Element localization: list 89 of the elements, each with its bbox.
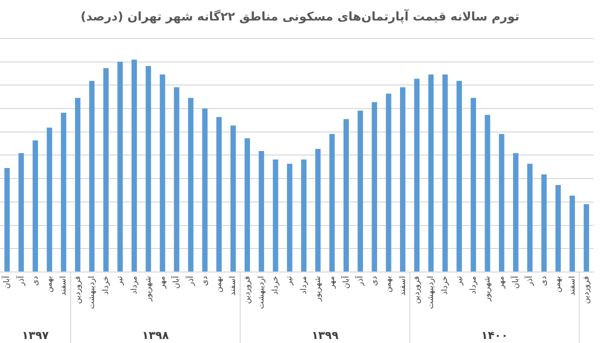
bar: [527, 164, 533, 272]
x-tick-label: خرداد: [440, 276, 450, 295]
x-tick-label: بهمن: [214, 276, 224, 293]
bar: [146, 66, 152, 272]
bar: [244, 138, 250, 272]
bar: [160, 74, 166, 272]
text: ۱۴۰۰: [481, 328, 508, 342]
x-tick-label: آبان: [170, 275, 181, 289]
bar: [216, 116, 222, 272]
x-tick-label: آذر: [184, 275, 195, 287]
bar: [570, 196, 575, 272]
x-tick-label: اردیبهشت: [256, 276, 266, 309]
bar: [46, 128, 52, 272]
bar: [60, 112, 66, 272]
x-tick-label: اردیبهشت: [426, 276, 436, 309]
bar: [75, 98, 80, 272]
text: ۱۳۹۷: [22, 328, 50, 342]
x-tick-label: مهر: [496, 276, 506, 290]
x-tick-label: تیر: [454, 276, 464, 286]
x-tick-label: مرداد: [298, 276, 308, 294]
bar: [89, 80, 95, 272]
x-tick-label: شهریور: [482, 276, 492, 302]
x-tick-label: آبان: [1, 275, 12, 289]
x-tick-label: مهر: [327, 276, 336, 290]
text: ۱۳۹۸: [142, 328, 170, 342]
x-tick-label: خرداد: [101, 276, 110, 295]
x-tick-label: آذر: [354, 275, 364, 287]
bar: [32, 140, 38, 272]
text: ۱۳۹۹: [312, 328, 339, 342]
x-tick-label: فروردین: [242, 276, 252, 304]
bar: [513, 153, 518, 272]
bar: [286, 164, 292, 272]
bar: [484, 114, 490, 272]
x-tick-label: اسفند: [58, 276, 68, 296]
bar: [174, 87, 180, 272]
bar: [428, 74, 434, 272]
bar: [470, 98, 476, 272]
x-tick-label: تیر: [115, 276, 124, 286]
x-tick-label: مرداد: [129, 276, 138, 294]
bar: [329, 134, 335, 272]
x-tick-label: بهمن: [384, 276, 393, 293]
bar: [117, 62, 123, 272]
bar: [103, 68, 109, 272]
x-tick-label: شهریور: [313, 276, 322, 302]
x-tick-label: آبان: [510, 275, 520, 289]
bar: [132, 60, 137, 272]
bar: [541, 174, 547, 272]
x-tick-label: اردیبهشت: [86, 276, 96, 309]
x-tick-label: فروردین: [72, 276, 82, 304]
x-tick-label: فروردین: [412, 276, 421, 304]
bar: [584, 204, 590, 272]
bar: [372, 102, 378, 272]
x-tick-label: دی: [30, 276, 40, 286]
bar: [315, 148, 321, 272]
bar: [188, 98, 194, 272]
x-tick-label: مرداد: [468, 276, 478, 294]
x-tick-label: آبان: [340, 275, 350, 289]
bar: [230, 125, 236, 272]
x-tick-label: آذر: [524, 275, 534, 287]
bar: [498, 134, 504, 272]
bar: [456, 80, 462, 272]
x-tick-label: تیر: [284, 276, 294, 286]
bar: [258, 150, 264, 272]
x-tick-label: بهمن: [553, 276, 562, 293]
bar: [202, 108, 208, 272]
bar: [358, 110, 364, 272]
bar: [18, 153, 24, 272]
x-tick-label: شهریور: [143, 276, 152, 302]
x-tick-label: مهر: [158, 276, 167, 290]
bar: [386, 94, 392, 272]
bar: [400, 87, 406, 272]
x-tick-label: دی: [370, 276, 379, 286]
bar: [555, 184, 561, 272]
bar: [414, 78, 420, 272]
x-tick-label: اسفند: [228, 276, 238, 296]
x-tick-label: اسفند: [567, 276, 576, 296]
bar: [442, 74, 448, 272]
x-tick-label: خرداد: [270, 276, 280, 295]
chart-title: تورم سالانه قیمت آپارتمان‌های مسکونی مناطق ۲۲گانه شهر تهران (درصد): [80, 8, 520, 24]
x-tick-label: دی: [539, 276, 548, 286]
x-tick-label: اسفند: [398, 276, 407, 296]
bar: [344, 119, 349, 272]
x-tick-label: آذر: [15, 275, 26, 287]
x-tick-label: دی: [200, 276, 209, 286]
bar: [4, 168, 10, 272]
x-tick-label: فروردین: [581, 276, 590, 304]
bar: [272, 159, 278, 272]
bar: [301, 159, 306, 272]
x-tick-label: بهمن: [44, 276, 54, 293]
